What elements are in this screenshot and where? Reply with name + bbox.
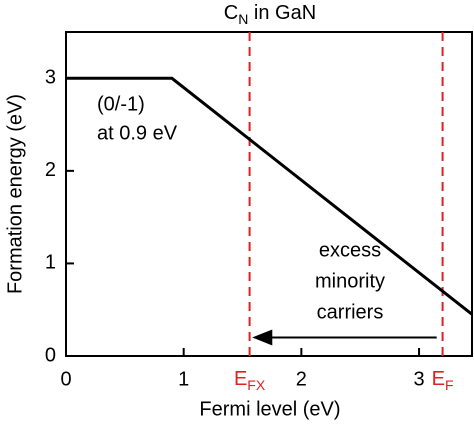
annotation: at 0.9 eV: [97, 122, 178, 144]
y-tick-label: 1: [45, 252, 56, 274]
annotation: minority: [315, 270, 385, 292]
line-label: EF: [432, 368, 454, 392]
y-tick-label: 0: [45, 344, 56, 366]
line-label: EFX: [234, 368, 266, 392]
data-line: [66, 76, 473, 316]
line-label-sub: F: [445, 377, 454, 393]
x-tick-label: 2: [296, 368, 307, 390]
plot-frame: [65, 31, 473, 357]
annotation: (0/-1): [97, 93, 145, 115]
y-axis-label: Formation energy (eV): [4, 94, 26, 294]
line-label-sub: FX: [247, 377, 266, 393]
chart-title: CN in GaN: [224, 2, 316, 26]
x-tick-label: 3: [413, 368, 424, 390]
annotation: carriers: [317, 301, 384, 323]
annotation: excess: [319, 239, 381, 261]
line-label-main: E: [234, 368, 247, 390]
x-axis-label: Fermi level (eV): [199, 398, 340, 420]
y-tick-label: 2: [45, 159, 56, 181]
y-tick-label: 3: [45, 67, 56, 89]
x-tick-label: 0: [60, 368, 71, 390]
x-tick-label: 1: [178, 368, 189, 390]
line-label-main: E: [432, 368, 445, 390]
